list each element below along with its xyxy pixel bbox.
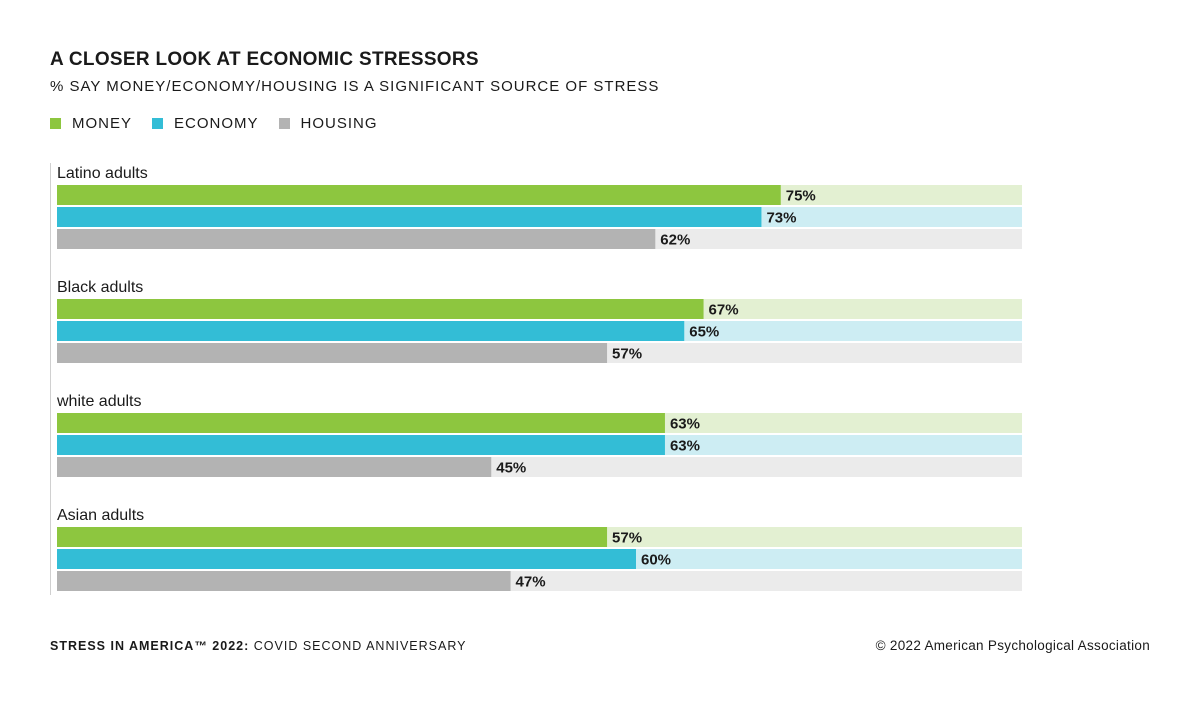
bar-housing-latino-adults <box>57 229 656 249</box>
value-label-housing-asian-adults: 47% <box>516 574 546 591</box>
legend-item-money: MONEY <box>50 115 132 132</box>
bar-housing-asian-adults <box>57 571 511 591</box>
bar-economy-asian-adults <box>57 549 636 569</box>
legend-item-housing: HOUSING <box>278 115 378 132</box>
value-label-money-asian-adults: 57% <box>612 530 642 547</box>
bar-money-black-adults <box>57 299 704 319</box>
economy-swatch-icon <box>152 118 164 129</box>
bar-housing-black-adults <box>57 343 608 363</box>
value-label-housing-white-adults: 45% <box>496 460 526 477</box>
bar-money-white-adults <box>57 413 665 433</box>
category-label-white-adults: white adults <box>56 393 142 410</box>
value-label-economy-latino-adults: 73% <box>766 210 796 227</box>
legend-label-housing: HOUSING <box>300 115 378 132</box>
bar-economy-black-adults <box>57 321 685 341</box>
legend-item-economy: ECONOMY <box>152 115 259 132</box>
housing-swatch-icon <box>278 118 290 129</box>
chart-title: A CLOSER LOOK AT ECONOMIC STRESSORS <box>50 49 479 70</box>
value-label-economy-black-adults: 65% <box>689 324 719 341</box>
footer-source: STRESS IN AMERICA™ 2022: COVID SECOND AN… <box>50 639 466 653</box>
bar-housing-white-adults <box>57 457 492 477</box>
bar-money-asian-adults <box>57 527 608 547</box>
money-swatch-icon <box>50 118 61 129</box>
footer-report-subtitle: COVID SECOND ANNIVERSARY <box>249 639 467 653</box>
value-label-economy-white-adults: 63% <box>670 438 700 455</box>
category-label-black-adults: Black adults <box>57 279 143 296</box>
legend: MONEY ECONOMY HOUSING <box>50 115 398 132</box>
value-label-housing-latino-adults: 62% <box>660 232 690 249</box>
legend-label-economy: ECONOMY <box>174 115 259 132</box>
value-label-money-white-adults: 63% <box>670 416 700 433</box>
legend-label-money: MONEY <box>72 115 133 132</box>
value-label-money-black-adults: 67% <box>709 302 739 319</box>
bar-money-latino-adults <box>57 185 781 205</box>
value-label-economy-asian-adults: 60% <box>641 552 671 569</box>
value-label-housing-black-adults: 57% <box>612 346 642 363</box>
bar-economy-white-adults <box>57 435 665 455</box>
category-label-latino-adults: Latino adults <box>57 165 148 182</box>
footer-report-name: STRESS IN AMERICA™ 2022: <box>50 639 250 653</box>
footer-copyright: © 2022 American Psychological Associatio… <box>875 638 1150 653</box>
bar-economy-latino-adults <box>57 207 762 227</box>
value-label-money-latino-adults: 75% <box>786 188 816 205</box>
chart-subtitle: % SAY MONEY/ECONOMY/HOUSING IS A SIGNIFI… <box>50 78 660 95</box>
category-label-asian-adults: Asian adults <box>57 507 144 524</box>
